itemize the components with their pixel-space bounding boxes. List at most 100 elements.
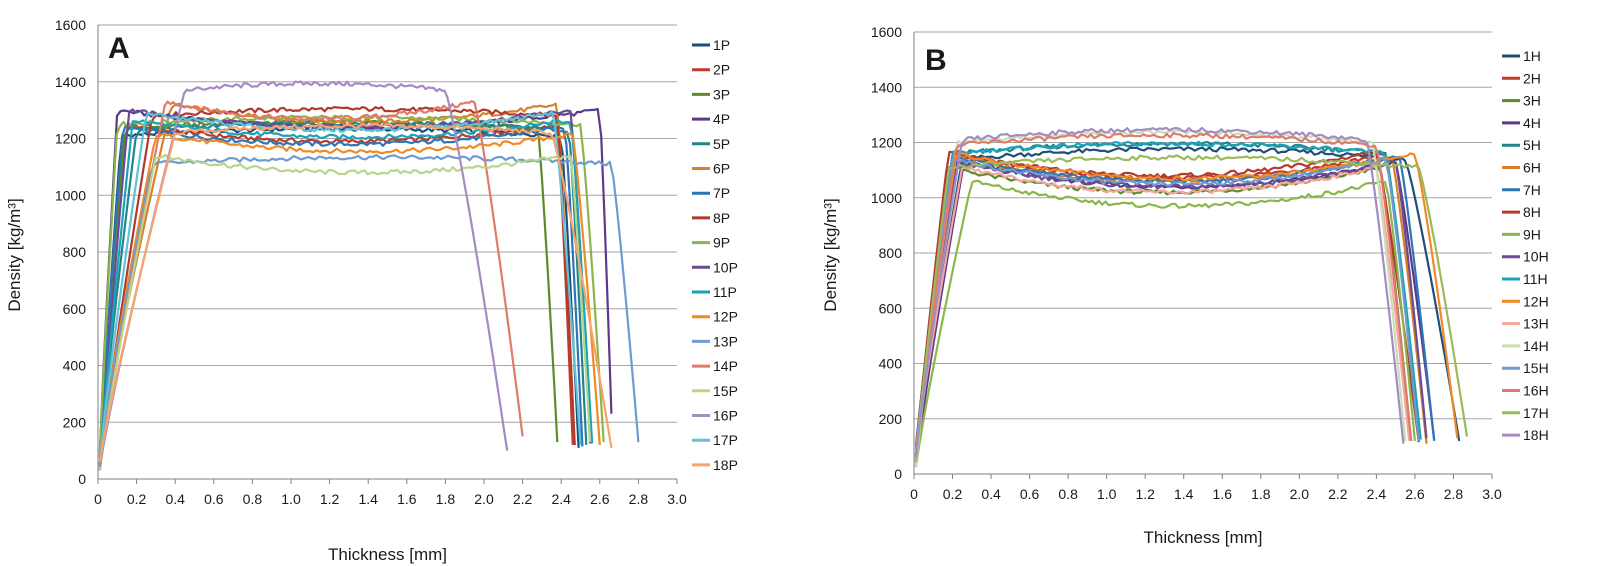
legend-label: 14P — [713, 358, 738, 374]
x-tick-label: 2.8 — [629, 491, 649, 507]
series-line-17H — [914, 154, 1469, 462]
legend-label: 9H — [1523, 226, 1541, 242]
y-tick-label: 0 — [78, 471, 86, 487]
x-tick-label: 0.8 — [243, 491, 263, 507]
series-line-15H — [914, 156, 1420, 458]
series-line-18H — [914, 126, 1405, 457]
x-tick-label: 0.8 — [1058, 486, 1078, 502]
y-tick-label: 1200 — [55, 131, 86, 147]
legend-label: 7P — [713, 185, 730, 201]
y-axis-title: Density [kg/m³] — [821, 198, 840, 311]
legend-label: 16H — [1523, 383, 1549, 399]
series-line-5P — [98, 119, 588, 458]
legend-label: 1H — [1523, 48, 1541, 64]
series-line-16H — [914, 132, 1413, 460]
series-line-17P — [98, 110, 582, 461]
x-tick-label: 1.6 — [397, 491, 417, 507]
panel-a: 0 200 400 600 800 1000 1200 1400 1600 0 0.2 0.4 0.6 0… — [5, 17, 738, 564]
x-tick-label: 0.6 — [1020, 486, 1040, 502]
legend-label: 12P — [713, 309, 738, 325]
series-line-6P — [98, 102, 576, 452]
panel-label: A — [108, 32, 130, 65]
series-line-7H — [914, 155, 1436, 446]
legend-label: 15H — [1523, 360, 1549, 376]
legend-label: 11H — [1523, 271, 1548, 287]
y-tick-label: 1600 — [55, 17, 86, 33]
legend-label: 4H — [1523, 115, 1541, 131]
x-tick-label: 3.0 — [667, 491, 687, 507]
x-tick-label: 0.4 — [165, 491, 185, 507]
legend-label: 2P — [713, 62, 730, 78]
y-axis-title: Density [kg/m³] — [5, 198, 24, 311]
series-line-4H — [914, 160, 1436, 467]
legend-label: 9P — [713, 235, 730, 251]
legend-label: 10H — [1523, 249, 1549, 265]
x-tick-label: 2.2 — [1328, 486, 1348, 502]
x-axis-title: Thickness [mm] — [328, 545, 447, 564]
x-tick-label: 1.8 — [1251, 486, 1271, 502]
y-tick-label: 1600 — [871, 24, 902, 40]
x-tick-label: 3.0 — [1482, 486, 1502, 502]
legend-label: 17P — [713, 432, 738, 448]
y-tick-label: 1400 — [871, 79, 902, 95]
series-line-7P — [98, 124, 584, 457]
y-tick-label: 1400 — [55, 74, 86, 90]
y-tick-label: 800 — [63, 244, 87, 260]
x-tick-label: 1.0 — [1097, 486, 1117, 502]
x-tick-label: 1.6 — [1213, 486, 1233, 502]
series-line-11H — [914, 140, 1422, 455]
legend-label: 18P — [713, 457, 738, 473]
y-tick-label: 400 — [879, 356, 903, 372]
legend-label: 16P — [713, 408, 738, 424]
y-tick-label: 200 — [63, 414, 87, 430]
legend-label: 10P — [713, 259, 738, 275]
series-line-16P — [98, 80, 509, 468]
y-tick-label: 600 — [63, 301, 87, 317]
x-tick-label: 2.0 — [474, 491, 494, 507]
legend-label: 17H — [1523, 405, 1549, 421]
y-tick-label: 600 — [879, 300, 903, 316]
x-tick-label: 2.4 — [1367, 486, 1387, 502]
x-tick-label: 1.8 — [436, 491, 456, 507]
series-line-14P — [98, 99, 524, 470]
x-tick-label: 1.2 — [1135, 486, 1155, 502]
legend-label: 7H — [1523, 182, 1541, 198]
x-tick-label: 1.4 — [1174, 486, 1194, 502]
legend-label: 13H — [1523, 316, 1549, 332]
x-tick-label: 0.4 — [981, 486, 1001, 502]
legend-label: 12H — [1523, 293, 1549, 309]
x-tick-label: 0 — [94, 491, 102, 507]
legend-label: 13P — [713, 333, 738, 349]
y-tick-label: 1000 — [55, 187, 86, 203]
x-tick-label: 2.6 — [1405, 486, 1425, 502]
series-line-5H — [914, 140, 1420, 465]
legend-label: 18H — [1523, 427, 1549, 443]
series-line-18P — [98, 122, 613, 463]
series-line-15P — [98, 153, 592, 471]
x-tick-label: 0 — [910, 486, 918, 502]
legend-label: 15P — [713, 383, 738, 399]
panel-b: 0 200 400 600 800 1000 1200 1400 1600 0 0.2 0.4 0.6 0… — [821, 24, 1549, 547]
x-tick-label: 0.6 — [204, 491, 224, 507]
legend-label: 6H — [1523, 160, 1541, 176]
series-line-1P — [98, 125, 580, 466]
panel-label: B — [925, 44, 947, 77]
x-tick-label: 2.6 — [590, 491, 610, 507]
x-tick-label: 0.2 — [127, 491, 147, 507]
series-line-13H — [914, 165, 1411, 454]
y-tick-label: 800 — [879, 245, 903, 261]
series-line-9H — [914, 179, 1416, 468]
legend-label: 1P — [713, 37, 730, 53]
legend-label: 5H — [1523, 137, 1541, 153]
x-tick-label: 2.8 — [1444, 486, 1464, 502]
series-line-13P — [98, 153, 640, 458]
legend-label: 6P — [713, 161, 730, 177]
x-tick-label: 2.2 — [513, 491, 533, 507]
x-tick-label: 1.0 — [281, 491, 301, 507]
y-tick-label: 1000 — [871, 190, 902, 206]
x-tick-label: 1.4 — [358, 491, 378, 507]
x-tick-label: 0.2 — [943, 486, 963, 502]
legend-label: 14H — [1523, 338, 1549, 354]
legend-label: 8H — [1523, 204, 1541, 220]
legend-label: 5P — [713, 136, 730, 152]
